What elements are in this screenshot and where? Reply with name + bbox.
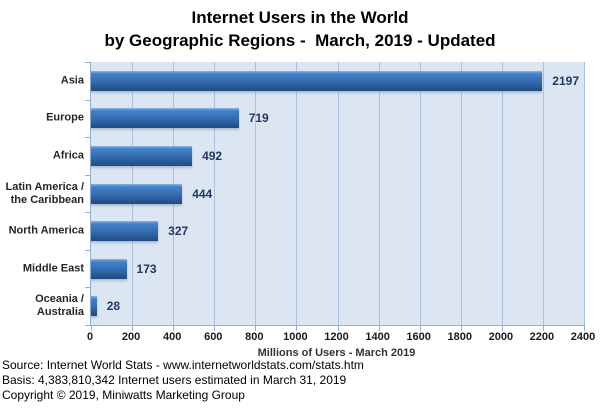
x-axis-tick — [501, 325, 503, 331]
x-axis-title: Millions of Users - March 2019 — [257, 347, 416, 359]
gridline — [337, 62, 339, 325]
gridline — [584, 62, 585, 325]
category-label: North America — [8, 224, 84, 237]
x-axis-tick-label: 400 — [162, 331, 182, 343]
gridline — [460, 62, 462, 325]
gridline — [378, 62, 380, 325]
bar-value-label: 173 — [136, 261, 157, 276]
x-axis-tick-label: 800 — [245, 331, 264, 343]
y-axis-labels: Asia Europe Africa Latin America / the Cari… — [0, 62, 84, 325]
y-axis-tick — [85, 249, 91, 251]
bar-value-label: 327 — [168, 224, 189, 239]
gridline — [255, 62, 257, 325]
bar-value-label: 719 — [248, 111, 269, 126]
gridline — [542, 62, 544, 325]
category-label: Latin America / the Caribbean — [5, 180, 84, 206]
bar-value-label: 444 — [192, 186, 213, 201]
x-axis-tick-label: 1000 — [283, 331, 308, 343]
x-axis-tick — [542, 325, 544, 331]
gridline — [214, 62, 216, 325]
bar-middle — [91, 258, 127, 279]
x-axis-tick — [173, 325, 175, 331]
y-axis-tick — [85, 325, 91, 326]
category-label: Asia — [60, 74, 84, 87]
x-axis-tick — [296, 325, 298, 331]
x-axis-tick — [255, 325, 257, 331]
x-axis-tick — [584, 325, 585, 331]
x-axis-tick-label: 1600 — [406, 331, 431, 343]
chart-title-block: Internet Users in the World by Geographi… — [0, 6, 600, 52]
category-label: Africa — [52, 149, 84, 162]
x-axis-tick — [378, 325, 380, 331]
bar-value-label: 2197 — [552, 73, 579, 88]
y-axis-tick — [85, 99, 91, 101]
x-axis-tick — [214, 325, 216, 331]
y-axis-tick — [85, 212, 91, 214]
bar-value-label: 492 — [202, 148, 223, 163]
x-axis-tick — [337, 325, 339, 331]
bar-latin — [91, 183, 183, 204]
x-axis-tick-label: 2400 — [570, 331, 596, 343]
x-axis-tick-label: 1800 — [447, 331, 472, 343]
bar-value-label: 28 — [106, 299, 121, 314]
x-axis-tick-label: 1400 — [365, 331, 390, 343]
x-axis-tick — [132, 325, 134, 331]
gridline — [501, 62, 503, 325]
y-axis-tick — [85, 174, 91, 176]
gridline — [419, 62, 421, 325]
bar-north — [91, 221, 159, 242]
x-axis-tick — [91, 325, 92, 331]
bar-europe — [91, 108, 239, 129]
category-label: Europe — [46, 111, 84, 124]
x-axis-tick-label: 1200 — [324, 331, 349, 343]
x-axis-tick-label: 2000 — [488, 331, 514, 343]
footer-copyright: Copyright © 2019, Miniwatts Marketing Gr… — [2, 388, 245, 402]
category-label: Middle East — [22, 262, 84, 275]
plot-area: 2197 719 492 444 327 173 28 — [85, 62, 585, 331]
x-axis-tick-label: 2200 — [529, 331, 555, 343]
bar-oceania — [91, 296, 97, 317]
x-axis-tick — [460, 325, 462, 331]
gridline — [296, 62, 298, 325]
footer-basis: Basis: 4,383,810,342 Internet users esti… — [2, 373, 347, 387]
category-label: Oceania / Australia — [35, 293, 84, 319]
x-axis-tick-label: 200 — [121, 331, 141, 343]
x-axis-tick-label: 0 — [86, 331, 94, 343]
footer: Source: Internet World Stats - www.inter… — [2, 358, 598, 403]
x-axis-tick — [419, 325, 421, 331]
footer-source: Source: Internet World Stats - www.inter… — [2, 358, 364, 372]
chart-subtitle: by Geographic Regions - March, 2019 - Up… — [104, 31, 496, 50]
bar-asia — [91, 70, 543, 91]
x-axis-tick-labels: 0 200 400 600 800 1000 1200 1400 1600 1800 2000 220… — [86, 331, 595, 344]
x-axis-tick-label: 600 — [204, 331, 223, 343]
y-axis-tick — [85, 62, 91, 63]
chart-title: Internet Users in the World — [191, 8, 409, 27]
y-axis-tick — [85, 137, 91, 139]
bar-africa — [91, 145, 193, 166]
y-axis-tick — [85, 287, 91, 289]
